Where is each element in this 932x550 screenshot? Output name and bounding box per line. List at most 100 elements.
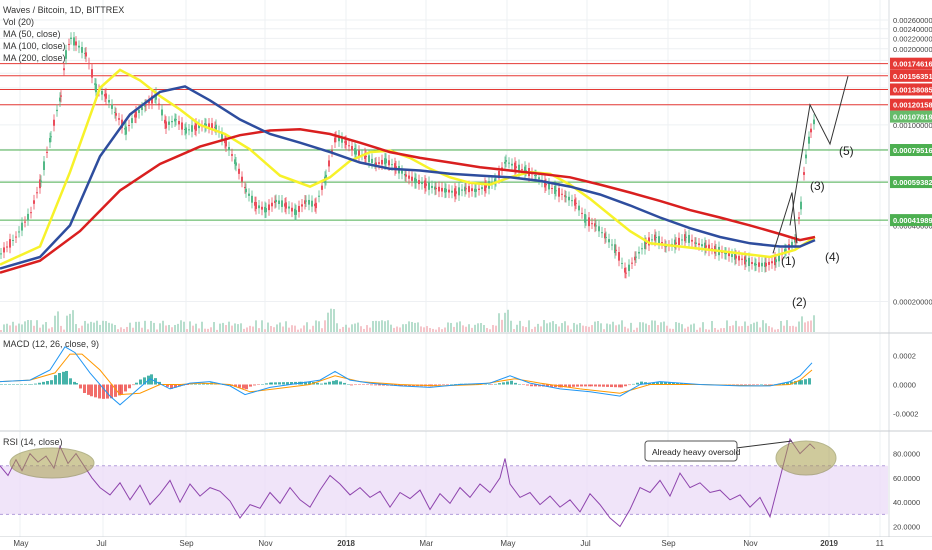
macd-histogram-bar xyxy=(46,381,49,385)
candle-body xyxy=(745,259,747,262)
candle-body xyxy=(168,121,170,125)
candle-body xyxy=(595,225,597,227)
candle-body xyxy=(348,145,350,147)
rsi-panel: Already heavy oversold xyxy=(0,437,888,528)
x-tick-label: May xyxy=(500,539,515,548)
candle-body xyxy=(12,239,14,241)
candle-body xyxy=(568,196,570,201)
volume-bar xyxy=(249,325,251,332)
red-level-label-bg xyxy=(890,69,932,82)
price-tick-label: 0.00260000 xyxy=(893,16,932,25)
macd-histogram-bar xyxy=(102,384,105,399)
red-level-label: 0.00120158 xyxy=(893,101,932,110)
candle-body xyxy=(415,178,417,183)
rsi-tick-label: 80.0000 xyxy=(893,450,920,459)
candle-body xyxy=(241,176,243,182)
macd-histogram-bar xyxy=(576,384,579,387)
macd-histogram-bar xyxy=(442,384,445,385)
candle-body xyxy=(70,37,72,39)
volume-bar xyxy=(687,326,689,332)
candle-body xyxy=(385,158,387,164)
volume-bar xyxy=(162,320,164,332)
macd-histogram-bar xyxy=(347,384,350,385)
macd-histogram-bar xyxy=(118,384,121,396)
macd-histogram-bar xyxy=(434,384,437,386)
macd-histogram-bar xyxy=(362,384,365,385)
volume-bar xyxy=(372,321,374,332)
macd-histogram-bar xyxy=(768,384,771,385)
macd-histogram-bar xyxy=(128,384,131,389)
candle-body xyxy=(60,95,62,97)
candle-body xyxy=(251,195,253,203)
macd-histogram-bar xyxy=(786,382,789,385)
candle-body xyxy=(808,136,810,144)
candle-body xyxy=(411,176,413,181)
candle-body xyxy=(141,107,143,110)
candle-body xyxy=(588,217,590,227)
candle-body xyxy=(351,146,353,151)
candle-body xyxy=(95,83,97,93)
volume-bar xyxy=(483,324,485,332)
candle-body xyxy=(165,121,167,129)
candle-body xyxy=(46,151,48,153)
x-tick-label: 2019 xyxy=(820,539,838,548)
volume-bar xyxy=(39,327,41,332)
volume-bar xyxy=(756,321,758,332)
volume-bar xyxy=(399,327,401,332)
volume-bar xyxy=(0,330,2,332)
legend-ma100: MA (100, close) xyxy=(3,41,66,51)
candle-body xyxy=(778,253,780,262)
volume-bar xyxy=(774,329,776,332)
candle-body xyxy=(584,214,586,223)
candle-body xyxy=(331,150,333,152)
volume-bar xyxy=(312,325,314,332)
macd-histogram-bar xyxy=(732,384,735,385)
volume-bar xyxy=(81,325,83,332)
macd-histogram-bar xyxy=(752,384,755,385)
volume-bar xyxy=(771,327,773,332)
macd-histogram-bar xyxy=(580,384,583,387)
macd-histogram-bar xyxy=(378,384,381,386)
volume-bar xyxy=(270,325,272,332)
candle-body xyxy=(601,232,603,234)
legend-ma200: MA (200, close) xyxy=(3,53,66,63)
volume-bar xyxy=(513,329,515,332)
macd-histogram-bar xyxy=(265,383,268,385)
volume-bar xyxy=(534,326,536,332)
candle-body xyxy=(318,195,320,197)
volume-bar xyxy=(66,315,68,332)
macd-histogram-bar xyxy=(114,384,117,397)
macd-histogram-bar xyxy=(0,384,3,385)
current-price-label: 0.00107819 xyxy=(893,113,932,122)
candle-body xyxy=(524,166,526,174)
candle-body xyxy=(635,256,637,258)
candle-body xyxy=(161,109,163,116)
candle-body xyxy=(211,123,213,130)
candle-body xyxy=(644,240,646,249)
candle-body xyxy=(305,200,307,202)
candle-body xyxy=(561,193,563,195)
callout-pointer xyxy=(735,440,793,449)
volume-bar xyxy=(267,322,269,332)
volume-bar xyxy=(279,322,281,332)
volume-bar xyxy=(30,320,32,332)
candle-body xyxy=(638,251,640,254)
candle-body xyxy=(455,191,457,194)
macd-histogram-bar xyxy=(166,384,169,387)
volume-bar xyxy=(669,328,671,332)
volume-bar xyxy=(159,323,161,332)
volume-bar xyxy=(450,322,452,332)
candle-body xyxy=(458,187,460,196)
candle-body xyxy=(255,202,257,209)
volume-bar xyxy=(258,328,260,332)
macd-histogram-bar xyxy=(324,382,327,385)
macd-histogram-bar xyxy=(316,382,319,385)
volume-bar xyxy=(627,328,629,332)
macd-histogram-bar xyxy=(320,383,323,385)
macd-histogram-bar xyxy=(370,384,373,386)
volume-bar xyxy=(432,328,434,332)
volume-bar xyxy=(402,324,404,332)
macd-histogram-bar xyxy=(135,382,138,385)
candle-body xyxy=(813,119,815,125)
candle-body xyxy=(425,183,427,186)
